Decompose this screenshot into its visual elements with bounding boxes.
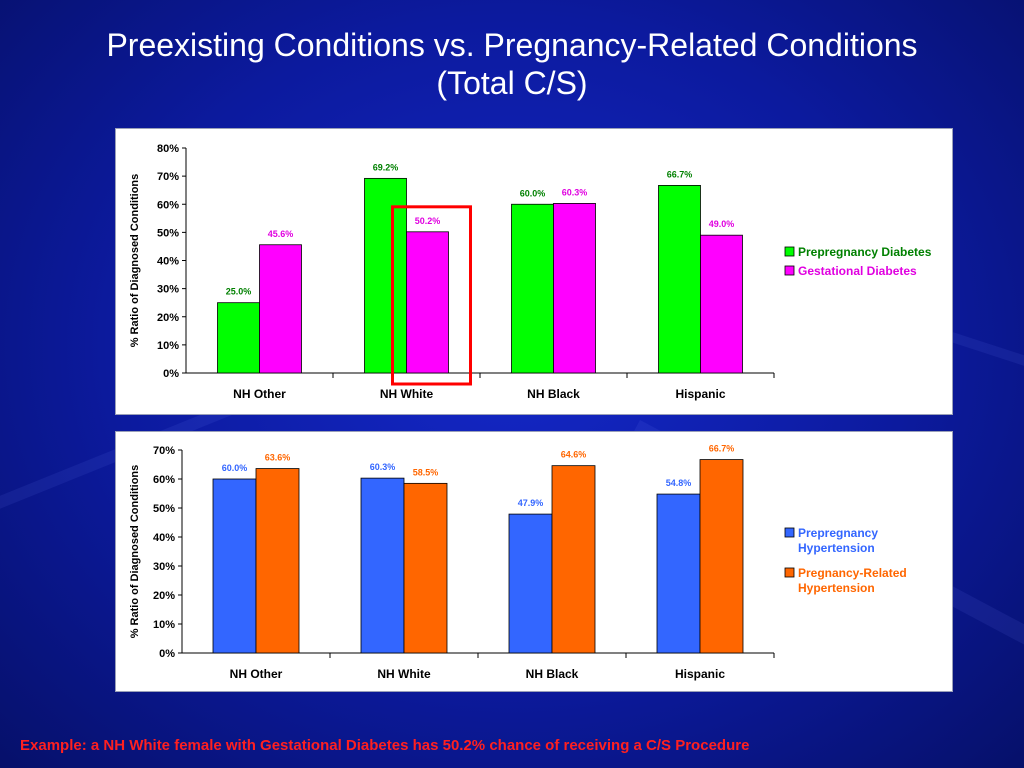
x-tick-label: NH Other (233, 387, 286, 401)
data-label: 63.6% (265, 453, 291, 463)
bar-pregnancy-related-hypertension-hispanic (699, 459, 744, 654)
bar-gestational-diabetes-nh-other (259, 244, 302, 374)
data-label: 69.2% (373, 162, 399, 172)
legend-swatch (784, 265, 795, 276)
legend-label: Hypertension (798, 541, 875, 555)
y-tick-label: 40% (157, 256, 179, 268)
bar-prepregnancy-hypertension-nh-other (212, 478, 257, 654)
y-tick-label: 50% (157, 227, 179, 239)
bar-gestational-diabetes-nh-black (553, 203, 596, 374)
diabetes-chart-panel: % Ratio of Diagnosed Conditions 0% 10% 20% 3… (115, 128, 953, 415)
data-label: 60.0% (520, 188, 546, 198)
bar-gestational-diabetes-nh-white (406, 231, 449, 374)
x-tick-label: NH Other (230, 667, 283, 681)
y-tick-label: 60% (157, 199, 179, 211)
data-label: 64.6% (561, 450, 587, 460)
y-tick-label: 60% (153, 474, 175, 486)
data-label: 49.0% (709, 219, 735, 229)
legend-label: Prepregnancy (798, 526, 878, 540)
hypertension-chart-panel: % Ratio of Diagnosed Conditions 0% 10% 20% 3… (115, 431, 953, 692)
data-label: 58.5% (413, 467, 439, 477)
y-axis-label: % Ratio of Diagnosed Conditions (129, 465, 141, 639)
highlight-box (391, 205, 472, 386)
y-axis-label: % Ratio of Diagnosed Conditions (129, 174, 141, 348)
data-label: 60.3% (562, 187, 588, 197)
y-tick-label: 20% (153, 590, 175, 602)
legend-label: Hypertension (798, 581, 875, 595)
bar-gestational-diabetes-hispanic (700, 234, 743, 374)
slide-title: Preexisting Conditions vs. Pregnancy-Rel… (0, 26, 1024, 102)
y-tick-label: 70% (157, 171, 179, 183)
data-label: 25.0% (226, 287, 252, 297)
legend-label: Gestational Diabetes (798, 264, 917, 278)
x-tick-label: NH Black (526, 667, 579, 681)
hypertension-chart: % Ratio of Diagnosed Conditions 0% 10% 20% 3… (129, 444, 907, 681)
y-tick-label: 10% (157, 340, 179, 352)
bar-prepregnancy-hypertension-nh-black (508, 513, 553, 654)
x-tick-label: NH White (380, 387, 434, 401)
x-tick-label: NH White (377, 667, 431, 681)
y-tick-label: 40% (153, 532, 175, 544)
legend-label: Prepregnancy Diabetes (798, 245, 932, 259)
bar-pregnancy-related-hypertension-nh-other (255, 468, 300, 654)
y-tick-label: 10% (153, 619, 175, 631)
y-tick-label: 50% (153, 503, 175, 515)
y-tick-label: 30% (153, 561, 175, 573)
y-tick-label: 70% (153, 445, 175, 457)
x-tick-label: NH Black (527, 387, 580, 401)
data-label: 60.0% (222, 463, 248, 473)
x-tick-label: Hispanic (675, 387, 725, 401)
bar-prepregnancy-hypertension-hispanic (656, 493, 701, 654)
bar-prepregnancy-hypertension-nh-white (360, 477, 405, 654)
legend-label: Pregnancy-Related (798, 566, 907, 580)
footer-note: Example: a NH White female with Gestatio… (20, 737, 750, 754)
bar-pregnancy-related-hypertension-nh-white (403, 482, 448, 654)
y-tick-label: 0% (163, 368, 179, 380)
bar-prepregnancy-diabetes-nh-white (364, 177, 407, 374)
legend-swatch (784, 567, 795, 578)
diabetes-chart: % Ratio of Diagnosed Conditions 0% 10% 20% 3… (129, 143, 932, 401)
bar-pregnancy-related-hypertension-nh-black (551, 465, 596, 654)
data-label: 54.8% (666, 478, 692, 488)
y-tick-label: 30% (157, 284, 179, 296)
data-label: 60.3% (370, 462, 396, 472)
y-tick-label: 0% (159, 648, 175, 660)
bar-prepregnancy-diabetes-nh-black (511, 203, 554, 374)
x-tick-label: Hispanic (675, 667, 725, 681)
slide-title-line-2: (Total C/S) (436, 65, 588, 101)
legend-swatch (784, 527, 795, 538)
y-tick-label: 80% (157, 143, 179, 155)
bar-prepregnancy-diabetes-nh-other (217, 302, 260, 374)
slide-title-line-1: Preexisting Conditions vs. Pregnancy-Rel… (106, 27, 918, 63)
y-tick-label: 20% (157, 312, 179, 324)
data-label: 66.7% (709, 444, 735, 454)
bar-prepregnancy-diabetes-hispanic (658, 185, 701, 374)
data-label: 50.2% (415, 216, 441, 226)
legend-swatch (784, 246, 795, 257)
data-label: 45.6% (268, 229, 294, 239)
data-label: 66.7% (667, 169, 693, 179)
data-label: 47.9% (518, 498, 544, 508)
